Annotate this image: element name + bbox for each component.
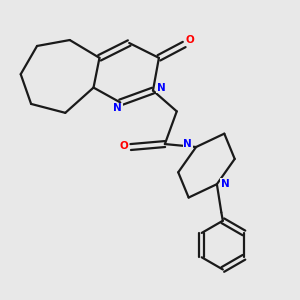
Text: N: N [221,179,230,189]
Text: N: N [113,103,122,113]
Text: N: N [157,82,166,93]
Text: O: O [120,140,128,151]
Text: N: N [183,139,192,149]
Text: O: O [185,35,194,45]
